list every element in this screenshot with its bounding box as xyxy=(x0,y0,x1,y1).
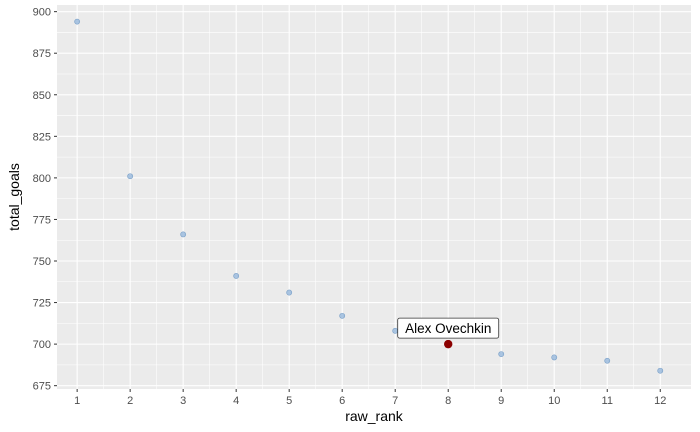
x-tick-label: 10 xyxy=(548,395,560,407)
data-point xyxy=(180,231,187,238)
y-tick-label: 725 xyxy=(33,298,51,310)
x-tick-label: 7 xyxy=(392,395,398,407)
x-tick-label: 2 xyxy=(127,395,133,407)
y-tick-label: 800 xyxy=(33,173,51,185)
y-tick-label: 825 xyxy=(33,131,51,143)
y-tick-label: 900 xyxy=(33,7,51,19)
annotation-box xyxy=(397,317,500,339)
x-tick-label: 4 xyxy=(233,395,239,407)
data-point xyxy=(498,351,505,357)
plot-panel xyxy=(57,5,691,389)
data-point xyxy=(127,173,134,180)
x-tick-label: 11 xyxy=(602,395,613,407)
x-tick-label: 12 xyxy=(654,395,666,407)
y-tick-label: 675 xyxy=(33,381,51,393)
data-point xyxy=(604,357,611,364)
x-axis-title: raw_rank xyxy=(345,408,404,424)
x-tick-label: 3 xyxy=(180,395,186,407)
y-tick-label: 700 xyxy=(33,339,51,351)
x-tick-label: 1 xyxy=(74,395,80,407)
y-tick-label: 850 xyxy=(33,90,51,102)
y-tick-label: 775 xyxy=(33,214,51,226)
data-point xyxy=(551,354,558,361)
highlighted-data-point xyxy=(444,339,453,349)
y-tick-label: 875 xyxy=(33,48,51,60)
x-tick-label: 8 xyxy=(445,395,451,407)
x-tick-label: 9 xyxy=(498,395,504,407)
y-tick-label: 750 xyxy=(33,256,51,268)
y-axis-title: total_goals xyxy=(6,163,22,231)
x-tick-label: 6 xyxy=(339,395,345,407)
annotation-label: Alex Ovechkin xyxy=(405,321,491,336)
data-point xyxy=(339,312,346,319)
data-point xyxy=(233,273,240,279)
data-point xyxy=(657,367,664,374)
data-point xyxy=(286,289,293,296)
x-tick-label: 5 xyxy=(286,395,292,407)
data-point xyxy=(392,327,399,334)
data-point xyxy=(74,18,81,25)
